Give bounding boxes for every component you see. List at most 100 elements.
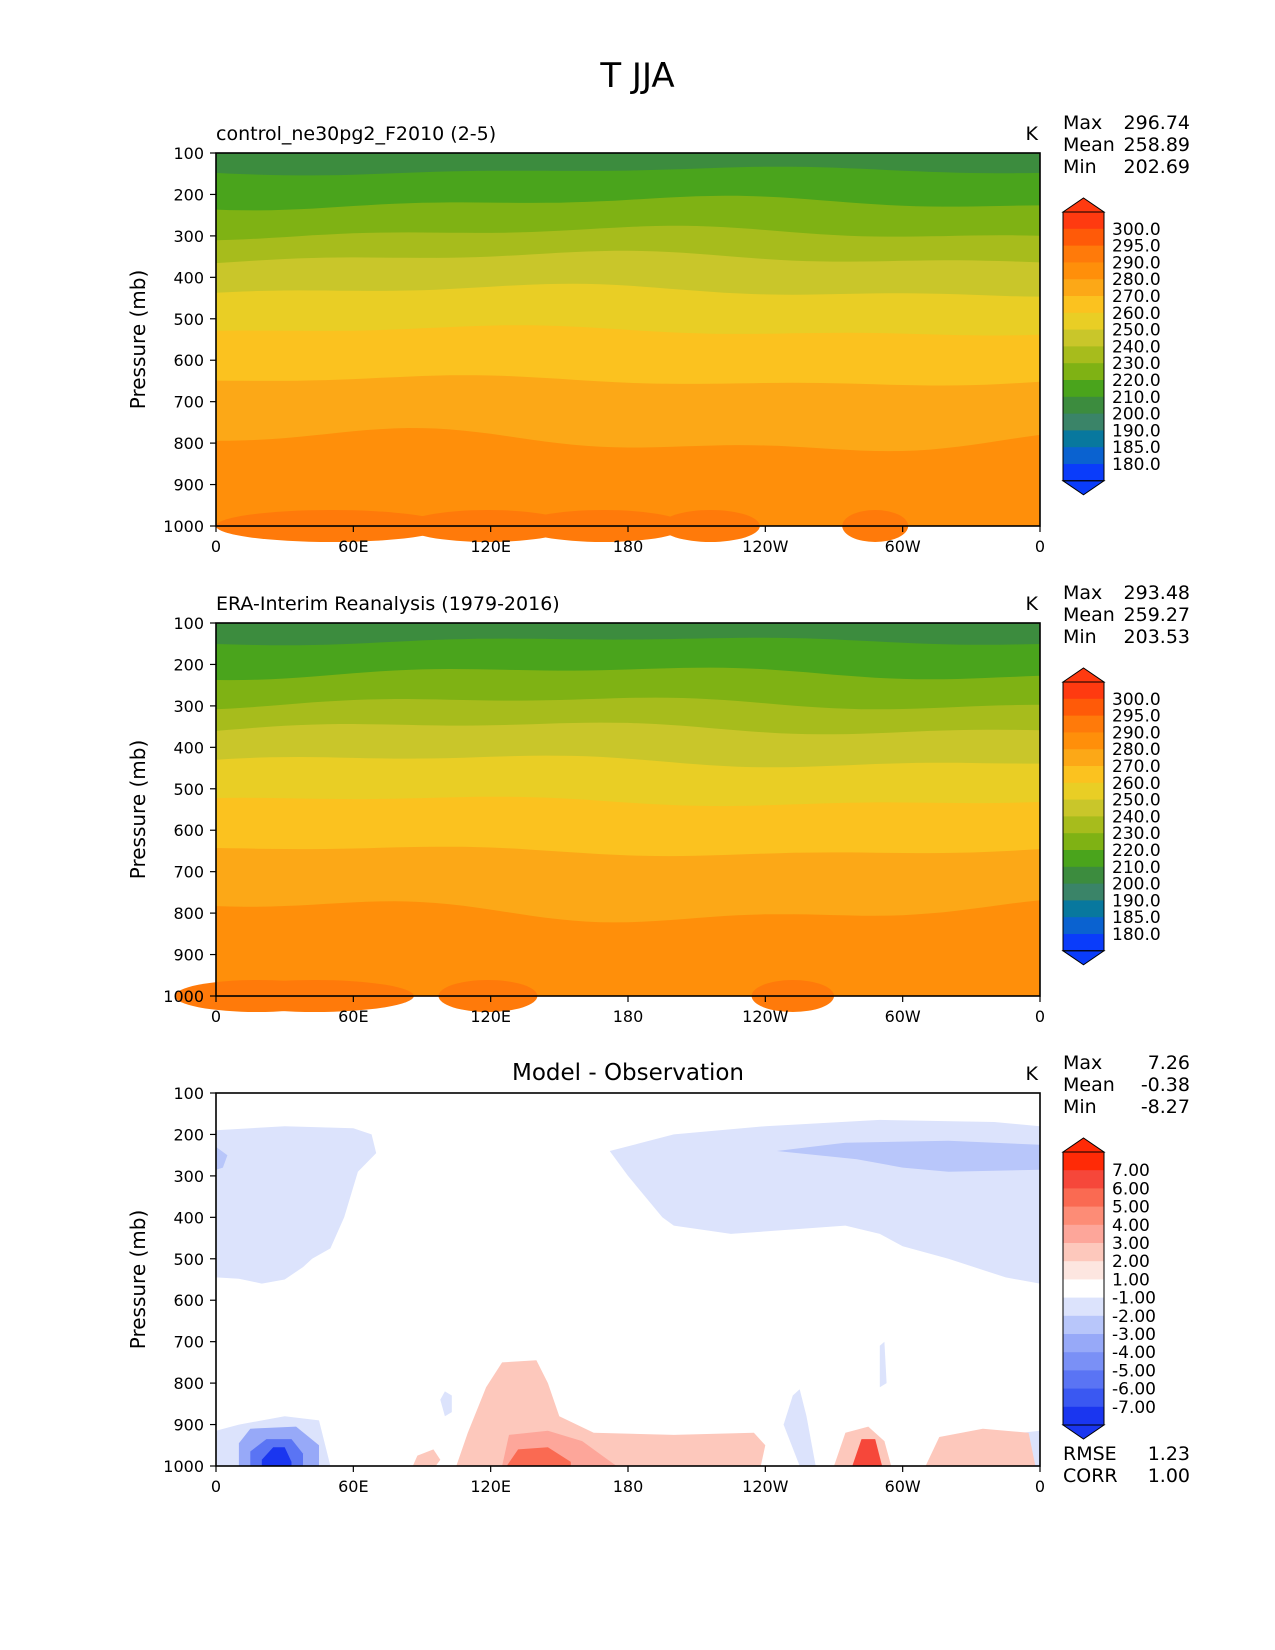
y-tick-label: 700 bbox=[173, 1333, 204, 1352]
x-tick-label: 120E bbox=[470, 1477, 511, 1496]
colorbar-tick-label: -6.00 bbox=[1112, 1380, 1156, 1400]
colorbar-tick-label: -3.00 bbox=[1112, 1325, 1156, 1345]
y-tick-label: 200 bbox=[173, 655, 204, 674]
colorbar-tick-label: -2.00 bbox=[1112, 1307, 1156, 1327]
colorbar-tick-label: 250.0 bbox=[1112, 791, 1161, 811]
colorbar-segment bbox=[1063, 228, 1104, 247]
colorbar-tick-label: 250.0 bbox=[1112, 321, 1161, 341]
colorbar-extend-bottom bbox=[1061, 480, 1106, 496]
colorbar-segment bbox=[1063, 1370, 1104, 1390]
contour-band bbox=[506, 1447, 571, 1466]
stat-mean-value: 259.27 bbox=[1124, 604, 1190, 626]
colorbar-tick-label: 190.0 bbox=[1112, 891, 1161, 911]
y-axis-label: Pressure (mb) bbox=[126, 740, 150, 880]
colorbar-segment bbox=[1063, 782, 1104, 801]
colorbar-tick-label: 4.00 bbox=[1112, 1216, 1150, 1236]
colorbar-segment bbox=[1063, 900, 1104, 918]
chart-panel-3: Model - Observation K 100 200 300 400 500 600 70… bbox=[126, 1052, 1190, 1496]
colorbar-segment bbox=[1063, 380, 1104, 398]
contour-band bbox=[216, 428, 1040, 526]
colorbar-tick-label: 300.0 bbox=[1112, 220, 1161, 240]
colorbar-tick-label: -5.00 bbox=[1112, 1361, 1156, 1381]
contour-band bbox=[879, 1341, 887, 1388]
y-tick-label: 300 bbox=[173, 1167, 204, 1186]
y-tick-label: 600 bbox=[173, 821, 204, 840]
contour-band bbox=[783, 1389, 816, 1466]
x-tick-label: 60E bbox=[338, 1007, 368, 1026]
y-tick-label: 800 bbox=[173, 904, 204, 923]
colorbar-segment bbox=[1063, 816, 1104, 834]
colorbar-segment bbox=[1063, 1224, 1104, 1244]
contour-band bbox=[412, 1449, 441, 1466]
contour-band bbox=[261, 1447, 292, 1466]
contour-band bbox=[852, 1439, 883, 1466]
y-axis-label: Pressure (mb) bbox=[126, 1210, 150, 1350]
y-tick-label: 900 bbox=[173, 1416, 204, 1435]
colorbar-segment bbox=[1063, 883, 1104, 901]
y-tick-label: 300 bbox=[173, 697, 204, 716]
panel-title: control_ne30pg2_F2010 (2-5) bbox=[216, 123, 496, 145]
colorbar-tick-label: 200.0 bbox=[1112, 875, 1161, 895]
y-tick-label: 600 bbox=[173, 351, 204, 370]
y-tick-label: 400 bbox=[173, 1208, 204, 1227]
colorbar-tick-label: 300.0 bbox=[1112, 690, 1161, 710]
colorbar-segment bbox=[1063, 766, 1104, 784]
colorbar-extend-top bbox=[1061, 1137, 1106, 1153]
units-label: K bbox=[1026, 1063, 1039, 1085]
y-tick-label: 1000 bbox=[163, 1457, 204, 1476]
stat-mean-value: -0.38 bbox=[1141, 1074, 1190, 1096]
y-tick-label: 500 bbox=[173, 310, 204, 329]
colorbar-segment bbox=[1063, 698, 1104, 717]
colorbar-segment bbox=[1063, 1406, 1104, 1426]
x-tick-label: 0 bbox=[211, 1007, 221, 1026]
y-tick-label: 800 bbox=[173, 434, 204, 453]
stat-mean-value: 258.89 bbox=[1124, 134, 1190, 156]
colorbar-tick-label: 200.0 bbox=[1112, 405, 1161, 425]
colorbar-tick-label: 230.0 bbox=[1112, 824, 1161, 844]
y-tick-label: 200 bbox=[173, 185, 204, 204]
colorbar-tick-label: 185.0 bbox=[1112, 438, 1161, 458]
colorbar-segment bbox=[1063, 363, 1104, 381]
colorbar-segment bbox=[1063, 329, 1104, 347]
colorbar-segment bbox=[1063, 799, 1104, 817]
y-tick-label: 1000 bbox=[163, 987, 204, 1006]
colorbar-tick-label: -4.00 bbox=[1112, 1343, 1156, 1363]
colorbar-segment bbox=[1063, 682, 1104, 700]
colorbar-tick-label: 230.0 bbox=[1112, 354, 1161, 374]
colorbar-tick-label: 5.00 bbox=[1112, 1198, 1150, 1218]
colorbar-frame bbox=[1062, 681, 1105, 952]
stat-mean-label: Mean bbox=[1063, 1074, 1115, 1096]
stat-max-label: Max bbox=[1063, 1052, 1102, 1074]
colorbar-tick-label: 1.00 bbox=[1112, 1270, 1150, 1290]
colorbar-tick-label: 2.00 bbox=[1112, 1252, 1150, 1272]
colorbar-segment bbox=[1063, 245, 1104, 263]
y-tick-label: 500 bbox=[173, 1250, 204, 1269]
colorbar-tick-label: -1.00 bbox=[1112, 1289, 1156, 1309]
contour-band bbox=[216, 1146, 228, 1170]
x-tick-label: 120W bbox=[742, 1007, 789, 1026]
y-tick-label: 200 bbox=[173, 1125, 204, 1144]
stat-max-value: 293.48 bbox=[1124, 582, 1190, 604]
stat-mean-label: Mean bbox=[1063, 604, 1115, 626]
colorbar-tick-label: 3.00 bbox=[1112, 1234, 1150, 1254]
stat-min-value: -8.27 bbox=[1141, 1096, 1190, 1118]
x-tick-label: 0 bbox=[1035, 1477, 1045, 1496]
units-label: K bbox=[1026, 593, 1039, 615]
colorbar-tick-label: 220.0 bbox=[1112, 841, 1161, 861]
stat-max-label: Max bbox=[1063, 112, 1102, 134]
colorbar-tick-label: 190.0 bbox=[1112, 421, 1161, 441]
stat-max-value: 296.74 bbox=[1124, 112, 1190, 134]
stat-min-value: 202.69 bbox=[1124, 156, 1190, 178]
colorbar-tick-label: 290.0 bbox=[1112, 253, 1161, 273]
colorbar-segment bbox=[1063, 212, 1104, 230]
colorbar-segment bbox=[1063, 1352, 1104, 1371]
colorbar-tick-label: 180.0 bbox=[1112, 925, 1161, 945]
x-tick-label: 120E bbox=[470, 1007, 511, 1026]
colorbar-segment bbox=[1063, 850, 1104, 868]
x-tick-label: 60E bbox=[338, 1477, 368, 1496]
colorbar-segment bbox=[1063, 1206, 1104, 1226]
colorbar-segment bbox=[1063, 447, 1104, 465]
units-label: K bbox=[1026, 123, 1039, 145]
colorbar-segment bbox=[1063, 262, 1104, 280]
contour-band bbox=[216, 1126, 377, 1284]
